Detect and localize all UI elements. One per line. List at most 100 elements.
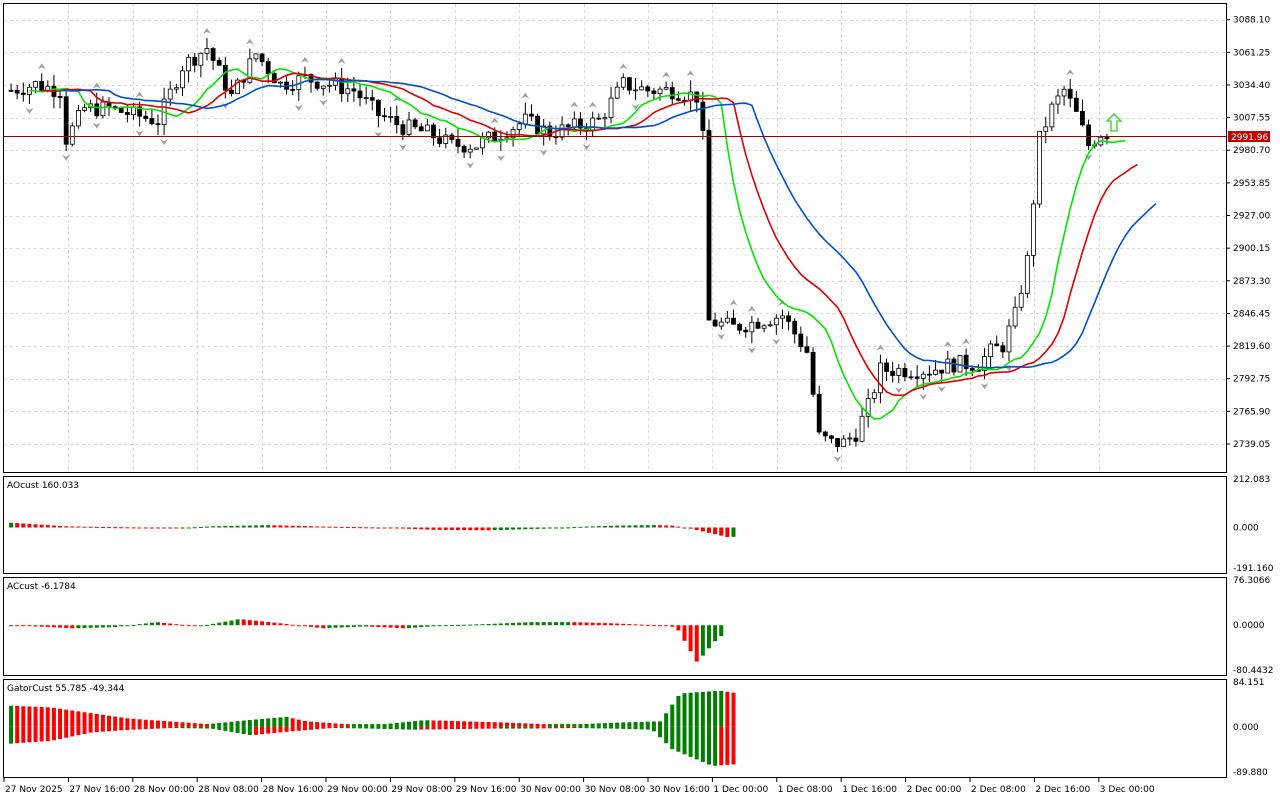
- candle-body: [229, 89, 234, 95]
- gator-upper-bar: [719, 690, 724, 727]
- gator-upper-bar: [327, 722, 332, 727]
- fractal-down: [582, 144, 591, 151]
- ao-bar: [615, 525, 620, 528]
- gator-lower-bar: [394, 726, 399, 730]
- ao-pane-label: AOcust 160.033: [7, 481, 79, 491]
- candle-body: [920, 373, 926, 379]
- candle-body: [394, 116, 400, 126]
- ac-bar: [407, 625, 412, 629]
- candle-body: [578, 118, 583, 129]
- candle-body: [773, 317, 779, 326]
- x-tick-label: 28 Nov 16:00: [263, 785, 324, 795]
- ao-bar: [290, 525, 295, 528]
- candle-body: [265, 61, 271, 75]
- candle-body: [94, 103, 100, 117]
- candle-body: [816, 393, 822, 433]
- candle-body: [645, 86, 651, 92]
- candle-body: [76, 110, 81, 127]
- fractal-up: [521, 92, 530, 99]
- candle-body: [1031, 203, 1036, 256]
- fractal-up: [686, 70, 695, 77]
- ac-bar: [100, 625, 105, 628]
- ao-bar: [388, 527, 393, 529]
- candle-body: [486, 131, 491, 139]
- gator-upper-bar: [645, 721, 650, 727]
- arrow-up-icon[interactable]: [1105, 113, 1123, 132]
- main-pane-frame[interactable]: [3, 3, 1227, 473]
- gator-upper-bar: [449, 720, 454, 727]
- ac-bar: [425, 625, 430, 627]
- ao-bar: [719, 527, 724, 536]
- ao-bar: [400, 527, 405, 529]
- gator-lower-bar: [364, 726, 369, 729]
- ac-bar: [302, 625, 307, 627]
- gator-upper-bar: [217, 722, 222, 727]
- indicator-y-axes: 212.083 0.000 -191.160 76.3066 0.0000 -80.443…: [1233, 475, 1274, 778]
- ao-bar: [241, 525, 246, 528]
- candle-body: [749, 321, 755, 333]
- candle-body: [180, 70, 185, 89]
- gator-pane-label: GatorCust 55.785 -49.344: [7, 684, 125, 694]
- ao-bar: [309, 526, 314, 528]
- gator-upper-bar: [229, 721, 234, 727]
- gator-lower-bar: [88, 726, 93, 733]
- gator-upper-bar: [462, 721, 467, 727]
- gator-upper-bar: [149, 720, 154, 727]
- ao-bar: [15, 523, 20, 528]
- fractal-down: [772, 338, 781, 345]
- candle-body: [351, 88, 357, 92]
- candle-body: [1000, 345, 1006, 353]
- ao-bar: [541, 527, 546, 529]
- gator-upper-bar: [198, 723, 203, 727]
- gator-lower-bar: [113, 726, 118, 731]
- ac-pane-frame[interactable]: [3, 577, 1227, 676]
- candle-body: [706, 130, 712, 321]
- candle-body: [20, 92, 26, 95]
- gator-upper-bar: [627, 722, 632, 727]
- ao-bar: [437, 527, 442, 530]
- gator-lower-bar: [21, 726, 26, 743]
- candle-body: [933, 369, 938, 375]
- ac-bar: [596, 622, 601, 626]
- ao-bar: [572, 527, 577, 529]
- ac-bar: [388, 625, 393, 628]
- ao-bar: [517, 527, 522, 530]
- candle-body: [320, 85, 326, 89]
- candle-body: [167, 88, 173, 100]
- gator-upper-bar: [609, 722, 614, 727]
- candle-body: [700, 101, 706, 131]
- ac-bar: [125, 625, 130, 627]
- y-tick-label: 3088.10: [1233, 16, 1270, 26]
- ac-bar: [266, 621, 271, 626]
- gator-lower-bar: [119, 726, 124, 731]
- ao-pane-frame[interactable]: [3, 476, 1227, 574]
- candle-body: [253, 53, 259, 60]
- ao-bar: [419, 527, 424, 530]
- fractal-up: [37, 63, 46, 70]
- ao-bar: [278, 525, 283, 528]
- ao-bar: [584, 526, 589, 528]
- ao-bar: [21, 523, 26, 528]
- gator-upper-bar: [58, 708, 63, 727]
- ao-bar: [88, 526, 93, 528]
- ac-bar: [272, 622, 277, 626]
- candle-body: [437, 137, 443, 144]
- candle-body: [186, 56, 192, 72]
- gator-lower-bar: [217, 726, 222, 730]
- candle-body: [155, 123, 161, 126]
- pane-tick-label: 76.3066: [1233, 576, 1270, 586]
- gator-lower-bar: [290, 726, 295, 732]
- ao-bar: [535, 527, 540, 529]
- gator-upper-bar: [541, 724, 546, 727]
- ao-bar: [321, 526, 326, 528]
- gator-lower-bar: [204, 726, 209, 729]
- ac-bar: [70, 625, 75, 629]
- gator-lower-bar: [260, 726, 265, 735]
- candle-body: [259, 53, 265, 63]
- ac-bar: [76, 625, 81, 629]
- ao-bar: [58, 525, 63, 528]
- ac-bar: [247, 620, 252, 626]
- gator-lower-bar: [664, 726, 669, 744]
- gator-pane-frame[interactable]: [3, 679, 1227, 778]
